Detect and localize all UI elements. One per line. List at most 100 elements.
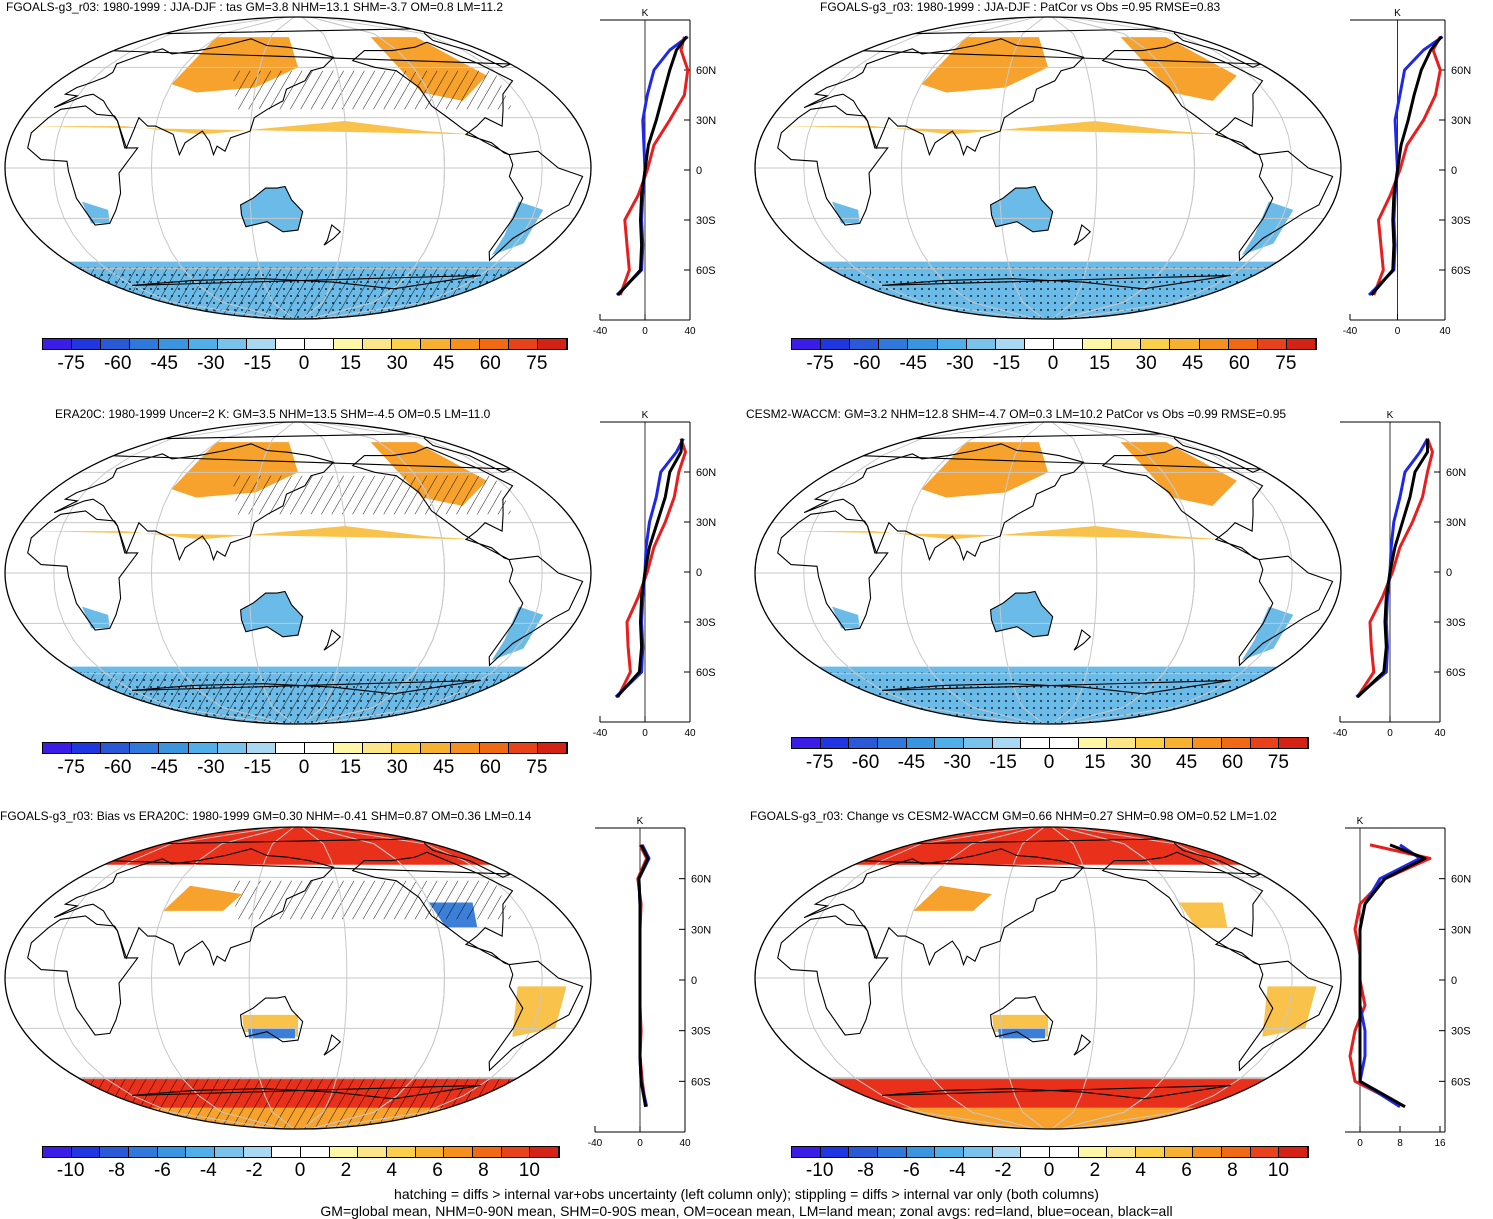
series-line-ocean bbox=[1358, 843, 1422, 1108]
longitude-line bbox=[248, 827, 295, 1129]
colorbar-swatch bbox=[444, 1147, 474, 1157]
map-body bbox=[5, 17, 591, 319]
world-map bbox=[754, 826, 1342, 1130]
colorbar-swatch bbox=[186, 1147, 216, 1157]
colorbar-swatch bbox=[43, 339, 73, 349]
colorbar-swatch bbox=[334, 339, 364, 349]
colorbar-swatch bbox=[387, 1147, 416, 1157]
graticule bbox=[5, 17, 591, 319]
coastline-namerica bbox=[1101, 446, 1264, 561]
colorbar-swatch bbox=[421, 339, 451, 349]
x-tick-label: 0 bbox=[1357, 1138, 1363, 1149]
y-tick-label: 60S bbox=[691, 1076, 711, 1088]
y-tick-label: 30S bbox=[696, 215, 716, 227]
longitude-line bbox=[150, 17, 287, 319]
coastline-australia bbox=[240, 185, 304, 233]
x-tick-label: 40 bbox=[684, 728, 696, 739]
x-tick-label: -40 bbox=[588, 1138, 603, 1149]
colorbar-swatch bbox=[1050, 1147, 1079, 1157]
colorbar-swatch bbox=[792, 339, 822, 349]
colorbar-tick-label: -15 bbox=[243, 353, 272, 374]
coastline-africa bbox=[27, 915, 139, 1036]
colorbar-swatch bbox=[479, 743, 509, 753]
y-tick-label: 30S bbox=[691, 1026, 711, 1038]
colorbar-swatch bbox=[159, 339, 189, 349]
y-tick-label: 60S bbox=[696, 667, 716, 679]
x-tick-label: 16 bbox=[1434, 1138, 1446, 1149]
hatching bbox=[5, 672, 591, 724]
coastline-namerica bbox=[1101, 851, 1264, 966]
colorbar-swatch bbox=[935, 738, 965, 748]
colorbar-swatch bbox=[849, 1147, 879, 1157]
colorbar-swatch bbox=[479, 339, 509, 349]
x-tick-label: 40 bbox=[679, 1138, 691, 1149]
colorbar-swatch bbox=[450, 743, 480, 753]
colorbar-tick-label: 75 bbox=[1267, 752, 1289, 773]
longitude-line bbox=[248, 17, 295, 319]
x-tick-label: -40 bbox=[1343, 326, 1358, 337]
y-tick-label: 30N bbox=[696, 115, 716, 127]
colorbar-tick-label: 0 bbox=[298, 757, 310, 778]
colorbar-swatch bbox=[392, 743, 422, 753]
colorbar-tick-label: -30 bbox=[943, 752, 971, 773]
panel-title: CESM2-WACCM: GM=3.2 NHM=12.8 SHM=-4.7 OM… bbox=[746, 407, 1287, 421]
colorbar-tick-label: -60 bbox=[103, 757, 132, 778]
units-label: K bbox=[1387, 410, 1394, 421]
zonal-average-plot: K 60N 30N 0 30S 60S -40 0 40 bbox=[1333, 410, 1466, 739]
colorbar-swatch bbox=[935, 1147, 965, 1157]
colorbar-tick-label: 4 bbox=[386, 1160, 398, 1181]
longitude-line bbox=[1059, 17, 1196, 319]
colorbar-swatch bbox=[1228, 339, 1258, 349]
colorbar-tick-label: 75 bbox=[526, 757, 548, 778]
colorbar-swatch bbox=[392, 339, 422, 349]
colorbar-swatch bbox=[879, 339, 909, 349]
colorbar bbox=[42, 742, 568, 754]
zonal-average-plot: K 60N 30N 0 30S 60S -40 0 40 bbox=[593, 410, 716, 739]
colorbar-swatch bbox=[1222, 738, 1251, 748]
panel-title: FGOALS-g3_r03: Change vs CESM2-WACCM GM=… bbox=[750, 809, 1277, 823]
coastline-newzealand bbox=[323, 224, 342, 246]
coastline-samerica bbox=[488, 960, 584, 1072]
colorbar-tick-label: -45 bbox=[897, 752, 926, 773]
colorbar-tick-label: 8 bbox=[478, 1160, 489, 1181]
strong-warm-anomaly-region bbox=[921, 442, 1048, 498]
graticule bbox=[5, 827, 591, 1129]
colorbar-tick-label: 30 bbox=[1135, 353, 1157, 374]
coastline-australia bbox=[990, 590, 1054, 638]
colorbar-swatch bbox=[1250, 738, 1280, 748]
warm-anomaly-region bbox=[1262, 986, 1317, 1037]
colorbar-swatch bbox=[908, 339, 938, 349]
colorbar-swatch bbox=[1053, 339, 1084, 349]
cool-anomaly-region bbox=[240, 186, 303, 232]
colorbar-swatch bbox=[43, 743, 73, 753]
colorbar-swatch bbox=[275, 339, 305, 349]
colorbar-swatch bbox=[906, 738, 936, 748]
colorbar bbox=[791, 338, 1317, 350]
colorbar-swatch bbox=[992, 738, 1022, 748]
y-tick-label: 30S bbox=[696, 617, 716, 629]
hatching bbox=[5, 267, 591, 319]
strong-cool-anomaly-region bbox=[248, 1028, 295, 1039]
cool-anomaly-region bbox=[1241, 606, 1294, 661]
map-body bbox=[5, 827, 591, 1129]
colorbar-swatch bbox=[101, 743, 131, 753]
colorbar-swatch bbox=[101, 339, 131, 349]
coastline-antarctica bbox=[882, 274, 1231, 290]
longitude-line bbox=[317, 827, 543, 1129]
colorbar-tick-labels: -75 -60 -45 -30 -15 0 15 30 45 60 75 bbox=[791, 353, 1315, 377]
colorbar-swatch bbox=[1170, 339, 1200, 349]
footer-legend-line-1: hatching = diffs > internal var+obs unce… bbox=[394, 1186, 1099, 1202]
colorbar-tick-label: -6 bbox=[902, 1160, 920, 1181]
y-tick-label: 0 bbox=[696, 567, 702, 579]
colorbar-swatch bbox=[878, 1147, 907, 1157]
colorbar-tick-label: -8 bbox=[108, 1160, 125, 1181]
colorbar-tick-labels: -10 -8 -6 -4 -2 0 2 4 6 8 10 bbox=[42, 1160, 558, 1184]
y-tick-label: 0 bbox=[1446, 567, 1452, 579]
y-tick-label: 0 bbox=[691, 975, 697, 987]
strong-cool-anomaly-region bbox=[998, 1028, 1045, 1039]
colorbar-tick-label: 0 bbox=[1043, 1160, 1055, 1181]
panel-title: ERA20C: 1980-1999 Uncer=2 K: GM=3.5 NHM=… bbox=[55, 407, 491, 421]
longitude-line bbox=[998, 422, 1045, 724]
neutral-region bbox=[1069, 92, 1158, 121]
colorbar-swatch bbox=[473, 1147, 502, 1157]
